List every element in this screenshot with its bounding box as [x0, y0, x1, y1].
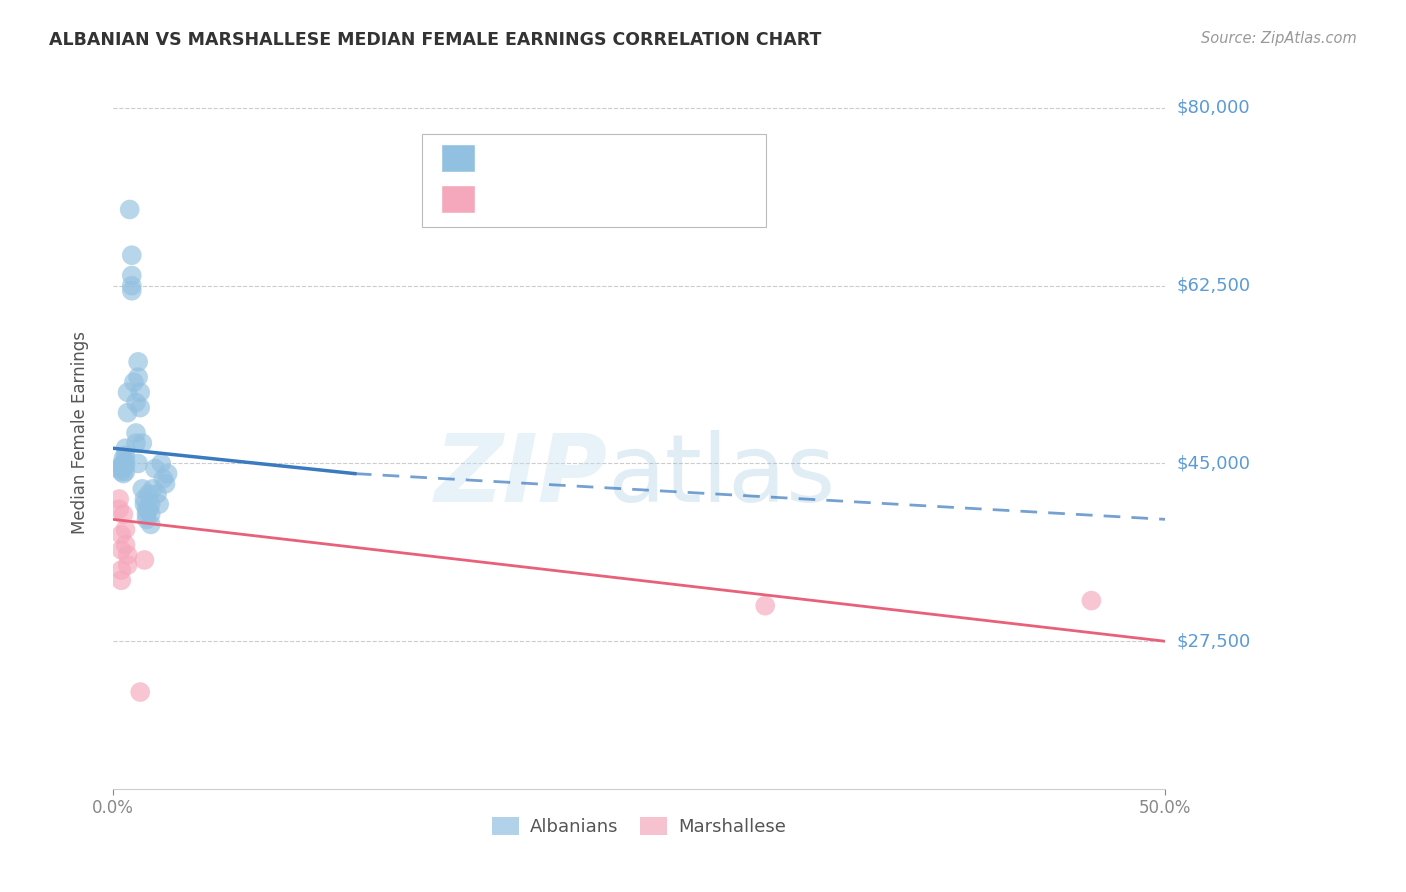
Point	[139, 508, 162, 522]
Point	[112, 460, 135, 475]
Point	[131, 436, 153, 450]
Point	[142, 482, 165, 496]
Text: atlas: atlas	[607, 430, 835, 522]
Point	[110, 527, 132, 541]
Point	[108, 491, 131, 506]
Point	[139, 497, 162, 511]
Point	[110, 458, 132, 473]
Point	[127, 370, 149, 384]
Point	[135, 502, 157, 516]
Point	[117, 548, 139, 562]
Point	[156, 467, 179, 481]
Point	[135, 512, 157, 526]
Text: N = 48: N = 48	[636, 149, 700, 167]
Point	[754, 599, 776, 613]
Point	[135, 508, 157, 522]
Point	[110, 563, 132, 577]
Point	[112, 467, 135, 481]
Point	[129, 401, 152, 415]
Point	[129, 685, 152, 699]
Text: N = 15: N = 15	[636, 190, 702, 208]
Point	[118, 202, 141, 217]
Point	[108, 502, 131, 516]
Point	[127, 355, 149, 369]
Point	[114, 458, 136, 473]
Point	[143, 461, 166, 475]
Point	[114, 448, 136, 462]
Text: R = -0.086: R = -0.086	[485, 149, 588, 167]
Y-axis label: Median Female Earnings: Median Female Earnings	[72, 332, 89, 534]
Point	[127, 457, 149, 471]
Text: $62,500: $62,500	[1177, 277, 1250, 294]
Point	[114, 454, 136, 468]
Point	[138, 487, 160, 501]
Point	[146, 487, 169, 501]
Point	[129, 385, 152, 400]
Point	[117, 558, 139, 572]
Point	[121, 284, 143, 298]
Point	[117, 385, 139, 400]
Point	[121, 248, 143, 262]
Point	[112, 508, 135, 522]
Point	[131, 482, 153, 496]
Point	[117, 406, 139, 420]
Point	[125, 425, 148, 440]
Point	[121, 278, 143, 293]
Point	[138, 502, 160, 516]
Point	[148, 497, 170, 511]
Point	[139, 517, 162, 532]
Point	[112, 451, 135, 466]
Point	[110, 542, 132, 557]
Legend: Albanians, Marshallese: Albanians, Marshallese	[485, 810, 793, 844]
Point	[110, 465, 132, 479]
Point	[152, 472, 174, 486]
Point	[125, 436, 148, 450]
Point	[114, 523, 136, 537]
Point	[134, 491, 156, 506]
Text: $45,000: $45,000	[1177, 454, 1250, 473]
Point	[125, 395, 148, 409]
Point	[1080, 593, 1102, 607]
Point	[122, 375, 145, 389]
Point	[112, 457, 135, 471]
Point	[114, 465, 136, 479]
Point	[114, 441, 136, 455]
Point	[121, 268, 143, 283]
Text: ZIP: ZIP	[434, 430, 607, 522]
Text: $80,000: $80,000	[1177, 99, 1250, 117]
Point	[110, 574, 132, 588]
Text: Source: ZipAtlas.com: Source: ZipAtlas.com	[1201, 31, 1357, 46]
Point	[134, 553, 156, 567]
Text: ALBANIAN VS MARSHALLESE MEDIAN FEMALE EARNINGS CORRELATION CHART: ALBANIAN VS MARSHALLESE MEDIAN FEMALE EA…	[49, 31, 821, 49]
Point	[108, 461, 131, 475]
Point	[134, 497, 156, 511]
Text: $27,500: $27,500	[1177, 632, 1250, 650]
Point	[150, 457, 173, 471]
Point	[155, 476, 177, 491]
Point	[114, 538, 136, 552]
Text: R = -0.426: R = -0.426	[485, 190, 588, 208]
